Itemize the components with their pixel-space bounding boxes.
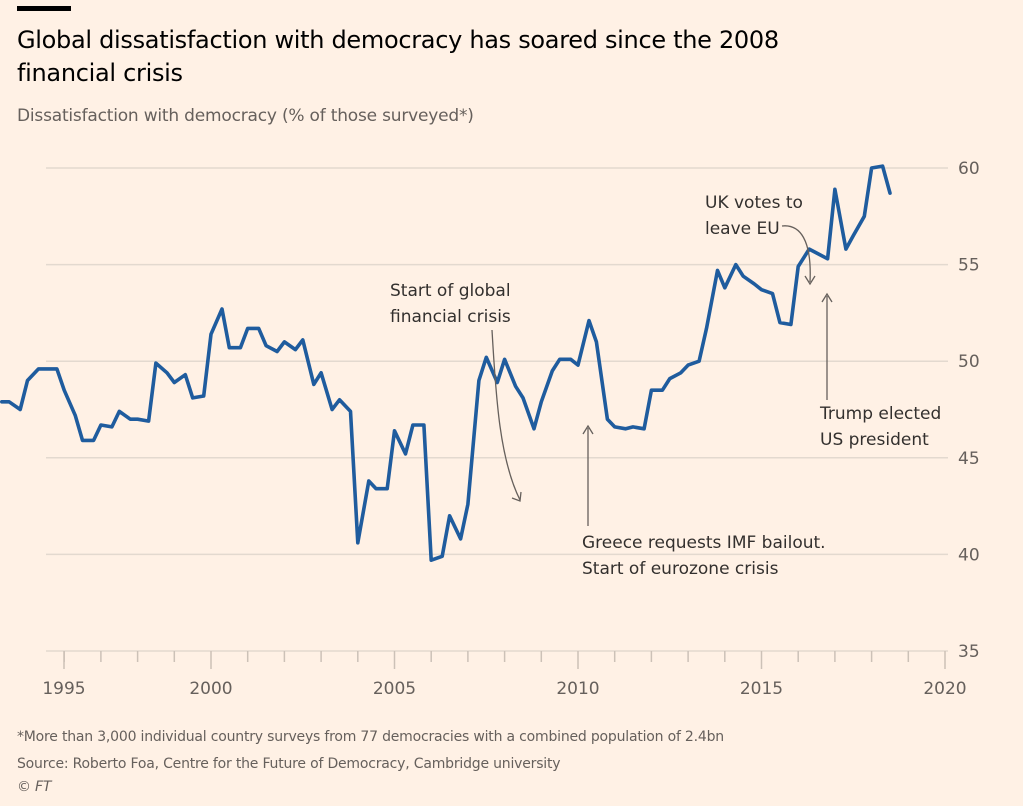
annotation-brexit: UK votes to <box>705 193 803 213</box>
brand-bar <box>17 6 71 11</box>
x-tick-label: 2020 <box>923 679 966 699</box>
y-tick-label: 40 <box>958 545 980 565</box>
y-tick-label: 55 <box>958 256 980 276</box>
arrowhead-greece <box>582 424 594 435</box>
copyright: © FT <box>17 779 52 795</box>
arrowhead-brexit <box>804 275 816 286</box>
annotation-financial-crisis: financial crisis <box>390 307 511 327</box>
annotation-financial-crisis: Start of global <box>390 281 511 301</box>
annotation-greece: Greece requests IMF bailout. <box>582 533 826 553</box>
x-tick-label: 2010 <box>556 679 599 699</box>
y-tick-label: 60 <box>958 159 980 179</box>
arrowhead-financial-crisis <box>511 491 522 502</box>
series-line <box>0 164 892 562</box>
arrow-financial-crisis <box>491 329 521 501</box>
x-tick-label: 2005 <box>373 679 416 699</box>
annotation-trump: Trump elected <box>819 404 941 424</box>
y-tick-label: 50 <box>958 352 980 372</box>
x-tick-label: 1995 <box>42 679 85 699</box>
footnote: *More than 3,000 individual country surv… <box>17 729 724 745</box>
chart-title: Global dissatisfaction with democracy ha… <box>17 26 779 87</box>
annotation-greece: Start of eurozone crisis <box>582 559 779 579</box>
annotation-brexit: leave EU <box>705 219 780 239</box>
chart-subtitle: Dissatisfaction with democracy (% of tho… <box>17 106 474 126</box>
annotation-trump: US president <box>820 430 929 450</box>
source-note: Source: Roberto Foa, Centre for the Futu… <box>17 756 561 772</box>
y-tick-label: 35 <box>958 642 980 662</box>
y-tick-label: 45 <box>958 449 980 469</box>
x-tick-label: 2000 <box>189 679 232 699</box>
arrow-brexit <box>781 225 811 283</box>
x-tick-label: 2015 <box>740 679 783 699</box>
arrowhead-trump <box>821 292 833 303</box>
